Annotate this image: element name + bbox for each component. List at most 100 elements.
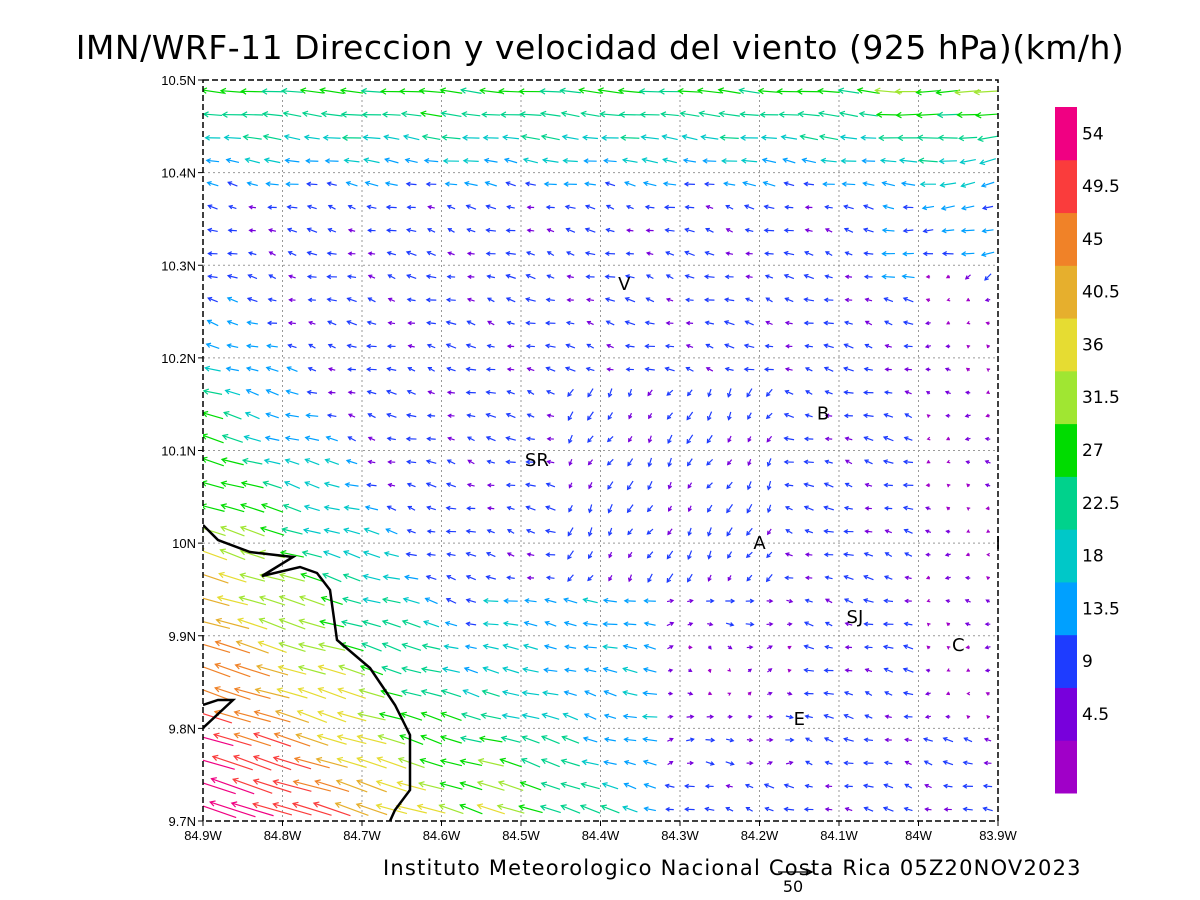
wind-arrow: [687, 598, 694, 604]
wind-arrow: [902, 228, 914, 234]
wind-arrow: [627, 528, 634, 536]
wind-arrow: [925, 575, 931, 580]
wind-arrow: [960, 205, 975, 211]
wind-arrow: [497, 780, 524, 792]
wind-arrow: [843, 343, 854, 349]
wind-arrow: [965, 460, 971, 465]
wind-arrow: [356, 756, 387, 769]
wind-arrow: [505, 482, 516, 488]
wind-arrow: [559, 87, 581, 95]
wind-arrow: [525, 528, 536, 534]
wind-arrow: [562, 712, 579, 721]
wind-arrow: [603, 737, 616, 743]
wind-arrow: [525, 251, 535, 256]
wind-arrow: [744, 297, 754, 302]
wind-arrow: [863, 436, 874, 442]
wind-arrow: [243, 434, 261, 442]
wind-arrow: [922, 228, 934, 234]
wind-arrow: [902, 251, 914, 257]
y-tick-label: 10.4N: [161, 166, 196, 181]
wind-arrow: [784, 482, 794, 488]
wind-arrow: [581, 134, 598, 141]
wind-arrow: [780, 134, 798, 141]
wind-arrow: [881, 180, 896, 187]
wind-arrow: [423, 158, 439, 164]
wind-arrow: [587, 411, 594, 421]
wind-arrow: [986, 344, 991, 349]
wind-arrow: [863, 621, 874, 627]
wind-arrow: [786, 691, 793, 696]
wind-arrow: [762, 180, 776, 187]
wind-arrow: [214, 662, 251, 678]
wind-arrow: [381, 619, 401, 628]
wind-arrow: [418, 781, 445, 790]
wind-arrow: [686, 434, 694, 445]
wind-arrow: [602, 666, 618, 673]
wind-arrow: [916, 111, 940, 119]
wind-arrow: [702, 158, 717, 164]
wind-arrow: [824, 228, 833, 233]
wind-arrow: [441, 134, 461, 141]
wind-arrow: [545, 366, 556, 372]
wind-arrow: [501, 712, 520, 719]
wind-arrow: [586, 343, 595, 349]
wind-arrow: [544, 528, 556, 534]
wind-arrow: [707, 645, 712, 650]
wind-arrow: [706, 458, 714, 466]
wind-arrow: [943, 807, 952, 812]
wind-arrow: [843, 505, 853, 511]
wind-arrow: [623, 737, 637, 743]
wind-arrow: [644, 204, 655, 210]
wind-arrow: [401, 619, 421, 628]
wind-arrow: [900, 180, 916, 187]
wind-arrow: [956, 111, 979, 119]
wind-arrow: [746, 760, 754, 766]
wind-arrow: [400, 689, 422, 697]
wind-arrow: [966, 668, 971, 672]
wind-arrow: [926, 459, 931, 464]
wind-arrow: [965, 552, 970, 557]
wind-arrow: [618, 111, 641, 118]
wind-arrow: [225, 157, 240, 164]
wind-arrow: [766, 458, 772, 467]
wind-arrow: [705, 367, 714, 372]
wind-arrow: [901, 273, 915, 280]
wind-arrow: [863, 574, 874, 581]
wind-arrow: [725, 761, 735, 766]
wind-arrow: [627, 388, 633, 398]
wind-arrow: [583, 158, 597, 164]
wind-arrow: [525, 459, 536, 465]
wind-arrow: [823, 297, 834, 303]
wind-arrow: [985, 599, 991, 604]
wind-arrow: [240, 88, 265, 95]
place-label: SR: [525, 450, 549, 471]
wind-arrow: [801, 157, 817, 164]
wind-arrow: [261, 111, 283, 118]
wind-arrow: [843, 366, 854, 372]
wind-arrow: [465, 621, 477, 627]
wind-arrow: [667, 714, 674, 719]
wind-arrow: [268, 251, 276, 256]
wind-arrow: [625, 204, 634, 210]
wind-arrow: [367, 274, 376, 279]
wind-arrow: [984, 645, 991, 650]
wind-arrow: [881, 273, 895, 280]
wind-arrow: [841, 181, 856, 187]
wind-arrow: [406, 482, 416, 488]
wind-arrow: [623, 782, 637, 790]
wind-arrow: [723, 297, 735, 303]
wind-arrow: [622, 713, 637, 720]
wind-arrow: [804, 598, 813, 604]
wind-arrow: [603, 759, 617, 766]
wind-arrow: [861, 158, 876, 164]
wind-arrow: [883, 575, 893, 580]
wind-arrow: [421, 134, 441, 141]
wind-arrow: [803, 505, 814, 511]
wind-arrow: [977, 135, 998, 143]
wind-arrow: [445, 343, 457, 349]
wind-arrow: [203, 456, 224, 467]
wind-arrow: [406, 273, 417, 279]
wind-arrow: [362, 573, 381, 581]
colorbar-segment: [1055, 212, 1077, 266]
wind-arrow: [501, 689, 520, 697]
